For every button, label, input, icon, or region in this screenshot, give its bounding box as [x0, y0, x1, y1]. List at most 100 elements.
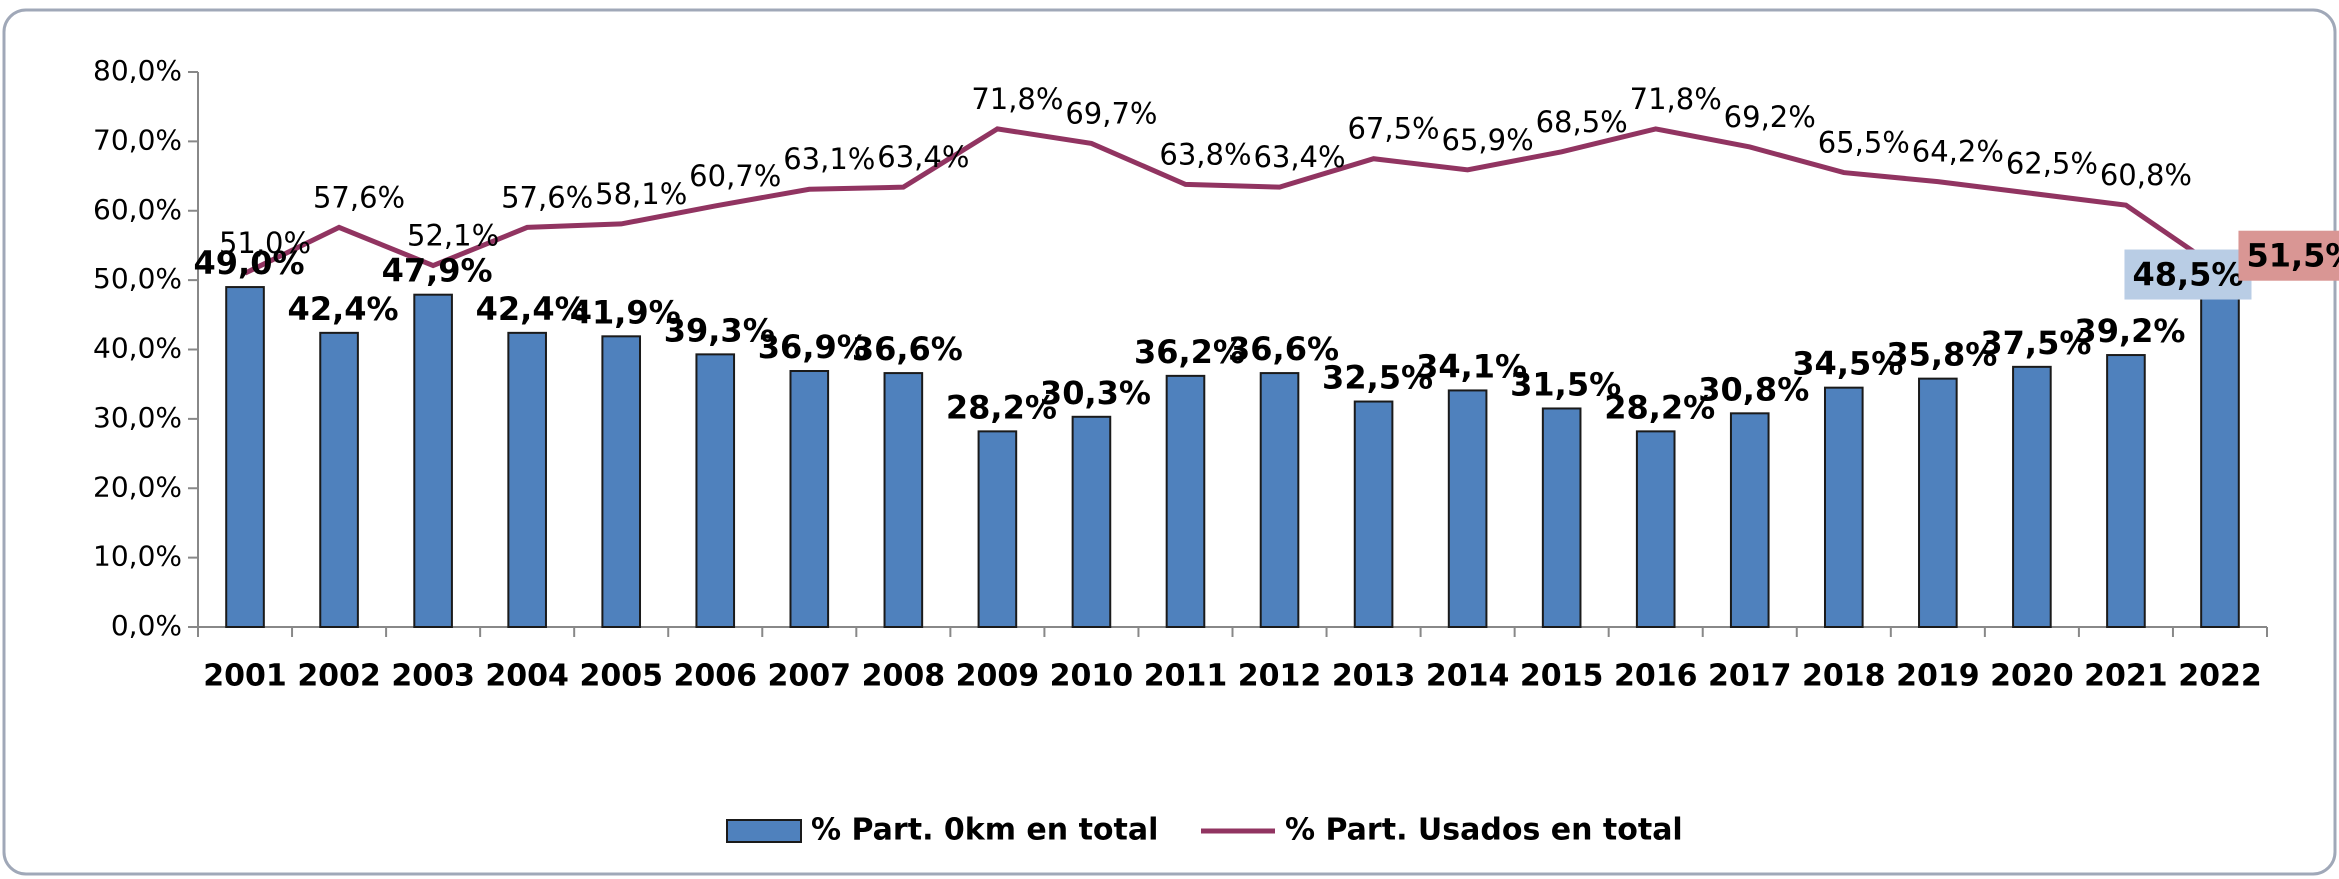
line-value-label: 57,6%	[313, 180, 405, 214]
bar-value-label: 36,9%	[758, 328, 869, 366]
x-tick-label: 2018	[1802, 659, 1886, 694]
x-tick-label: 2001	[203, 659, 287, 694]
line-value-label: 63,1%	[783, 142, 875, 176]
bar	[1541, 407, 1582, 628]
line-value-label: 63,8%	[1159, 137, 1251, 171]
legend-swatch	[726, 819, 802, 843]
bar	[319, 331, 359, 628]
label-background	[2238, 230, 2339, 281]
bar-value-label: 41,9%	[570, 293, 681, 331]
bar	[601, 335, 642, 628]
bar-value-label: 28,2%	[946, 388, 1057, 426]
line-value-label: 51,0%	[219, 226, 311, 260]
line-value-label: 60,8%	[2100, 158, 2192, 192]
bar-value-label: 48,5%	[2132, 256, 2243, 294]
line-value-label: 63,4%	[877, 140, 969, 174]
bar-value-label: 37,5%	[1980, 324, 2091, 362]
bar-value-label: 31,5%	[1510, 365, 1621, 403]
line-value-label: 71,8%	[1630, 82, 1722, 116]
y-tick-label: 0,0%	[111, 609, 182, 642]
bar-value-label: 30,8%	[1698, 370, 1809, 408]
y-tick-label: 80,0%	[93, 54, 182, 87]
line-value-label: 65,9%	[1442, 123, 1534, 157]
bar	[883, 372, 924, 628]
bar	[2012, 365, 2052, 628]
bar	[977, 430, 1018, 628]
bar	[1635, 430, 1676, 628]
bar	[2106, 354, 2146, 628]
bar	[1447, 389, 1488, 628]
x-tick-label: 2005	[579, 659, 663, 694]
x-tick-label: 2009	[956, 659, 1040, 694]
x-tick-label: 2010	[1050, 659, 1134, 694]
line-value-label: 51,5%	[2246, 237, 2339, 275]
line-value-label: 57,6%	[501, 180, 593, 214]
line-value-label: 64,2%	[1912, 135, 2004, 169]
line-value-label: 71,8%	[971, 82, 1063, 116]
label-background	[2124, 249, 2252, 300]
line-value-label: 63,4%	[1253, 140, 1345, 174]
bar	[507, 331, 547, 628]
y-tick-label: 30,0%	[93, 401, 182, 434]
bar	[1071, 415, 1112, 629]
x-tick-label: 2007	[768, 659, 852, 694]
bar-value-label: 47,9%	[382, 252, 493, 290]
bar	[2200, 289, 2240, 628]
legend-label: % Part. Usados en total	[1285, 813, 1683, 848]
bar	[1259, 372, 1300, 628]
legend-label: % Part. 0km en total	[811, 813, 1158, 848]
x-tick-label: 2014	[1426, 659, 1510, 694]
x-tick-label: 2016	[1614, 659, 1698, 694]
bar	[1353, 400, 1394, 628]
bar	[1823, 386, 1864, 628]
x-tick-label: 2021	[2084, 659, 2168, 694]
bar	[413, 293, 453, 628]
y-tick-label: 50,0%	[93, 262, 182, 295]
line-value-label: 65,5%	[1818, 126, 1910, 160]
bar-value-label: 34,1%	[1416, 347, 1527, 385]
line	[243, 126, 2222, 276]
line-value-label: 52,1%	[407, 219, 499, 253]
x-tick-label: 2019	[1896, 659, 1980, 694]
bar	[1165, 374, 1206, 628]
y-tick-label: 70,0%	[93, 123, 182, 156]
x-tick-label: 2002	[297, 659, 381, 694]
bar	[225, 286, 265, 628]
y-tick-label: 40,0%	[93, 332, 182, 365]
line-value-label: 67,5%	[1347, 112, 1439, 146]
y-tick-label: 20,0%	[93, 470, 182, 503]
bar-value-label: 28,2%	[1604, 388, 1715, 426]
line-value-label: 68,5%	[1536, 105, 1628, 139]
bar-value-label: 36,6%	[852, 330, 963, 368]
bar-value-label: 30,3%	[1040, 374, 1151, 412]
bar	[789, 370, 830, 628]
bar-value-label: 34,5%	[1792, 345, 1903, 383]
bar	[695, 353, 736, 628]
bar-value-label: 39,2%	[2074, 312, 2185, 350]
bar-value-label: 49,0%	[194, 244, 305, 282]
bar-value-label: 42,4%	[288, 290, 399, 328]
bar-value-label: 39,3%	[664, 311, 775, 349]
x-tick-label: 2011	[1144, 659, 1228, 694]
bar-value-label: 42,4%	[476, 290, 587, 328]
bar-value-label: 35,8%	[1886, 336, 1997, 374]
x-tick-label: 2006	[674, 659, 758, 694]
line-value-label: 60,7%	[689, 159, 781, 193]
y-tick-label: 10,0%	[93, 540, 182, 573]
x-tick-label: 2015	[1520, 659, 1604, 694]
line-value-label: 69,2%	[1724, 100, 1816, 134]
bar	[1729, 412, 1770, 629]
x-tick-label: 2022	[2178, 659, 2262, 694]
x-tick-label: 2012	[1238, 659, 1322, 694]
line-value-label: 62,5%	[2006, 146, 2098, 180]
x-tick-label: 2013	[1332, 659, 1416, 694]
bar-value-label: 36,2%	[1134, 333, 1245, 371]
bar-value-label: 32,5%	[1322, 359, 1433, 397]
x-tick-label: 2003	[391, 659, 475, 694]
y-tick-label: 60,0%	[93, 193, 182, 226]
bar-value-label: 36,6%	[1228, 330, 1339, 368]
x-tick-label: 2004	[485, 659, 569, 694]
x-tick-label: 2008	[862, 659, 946, 694]
bar	[1918, 377, 1958, 629]
